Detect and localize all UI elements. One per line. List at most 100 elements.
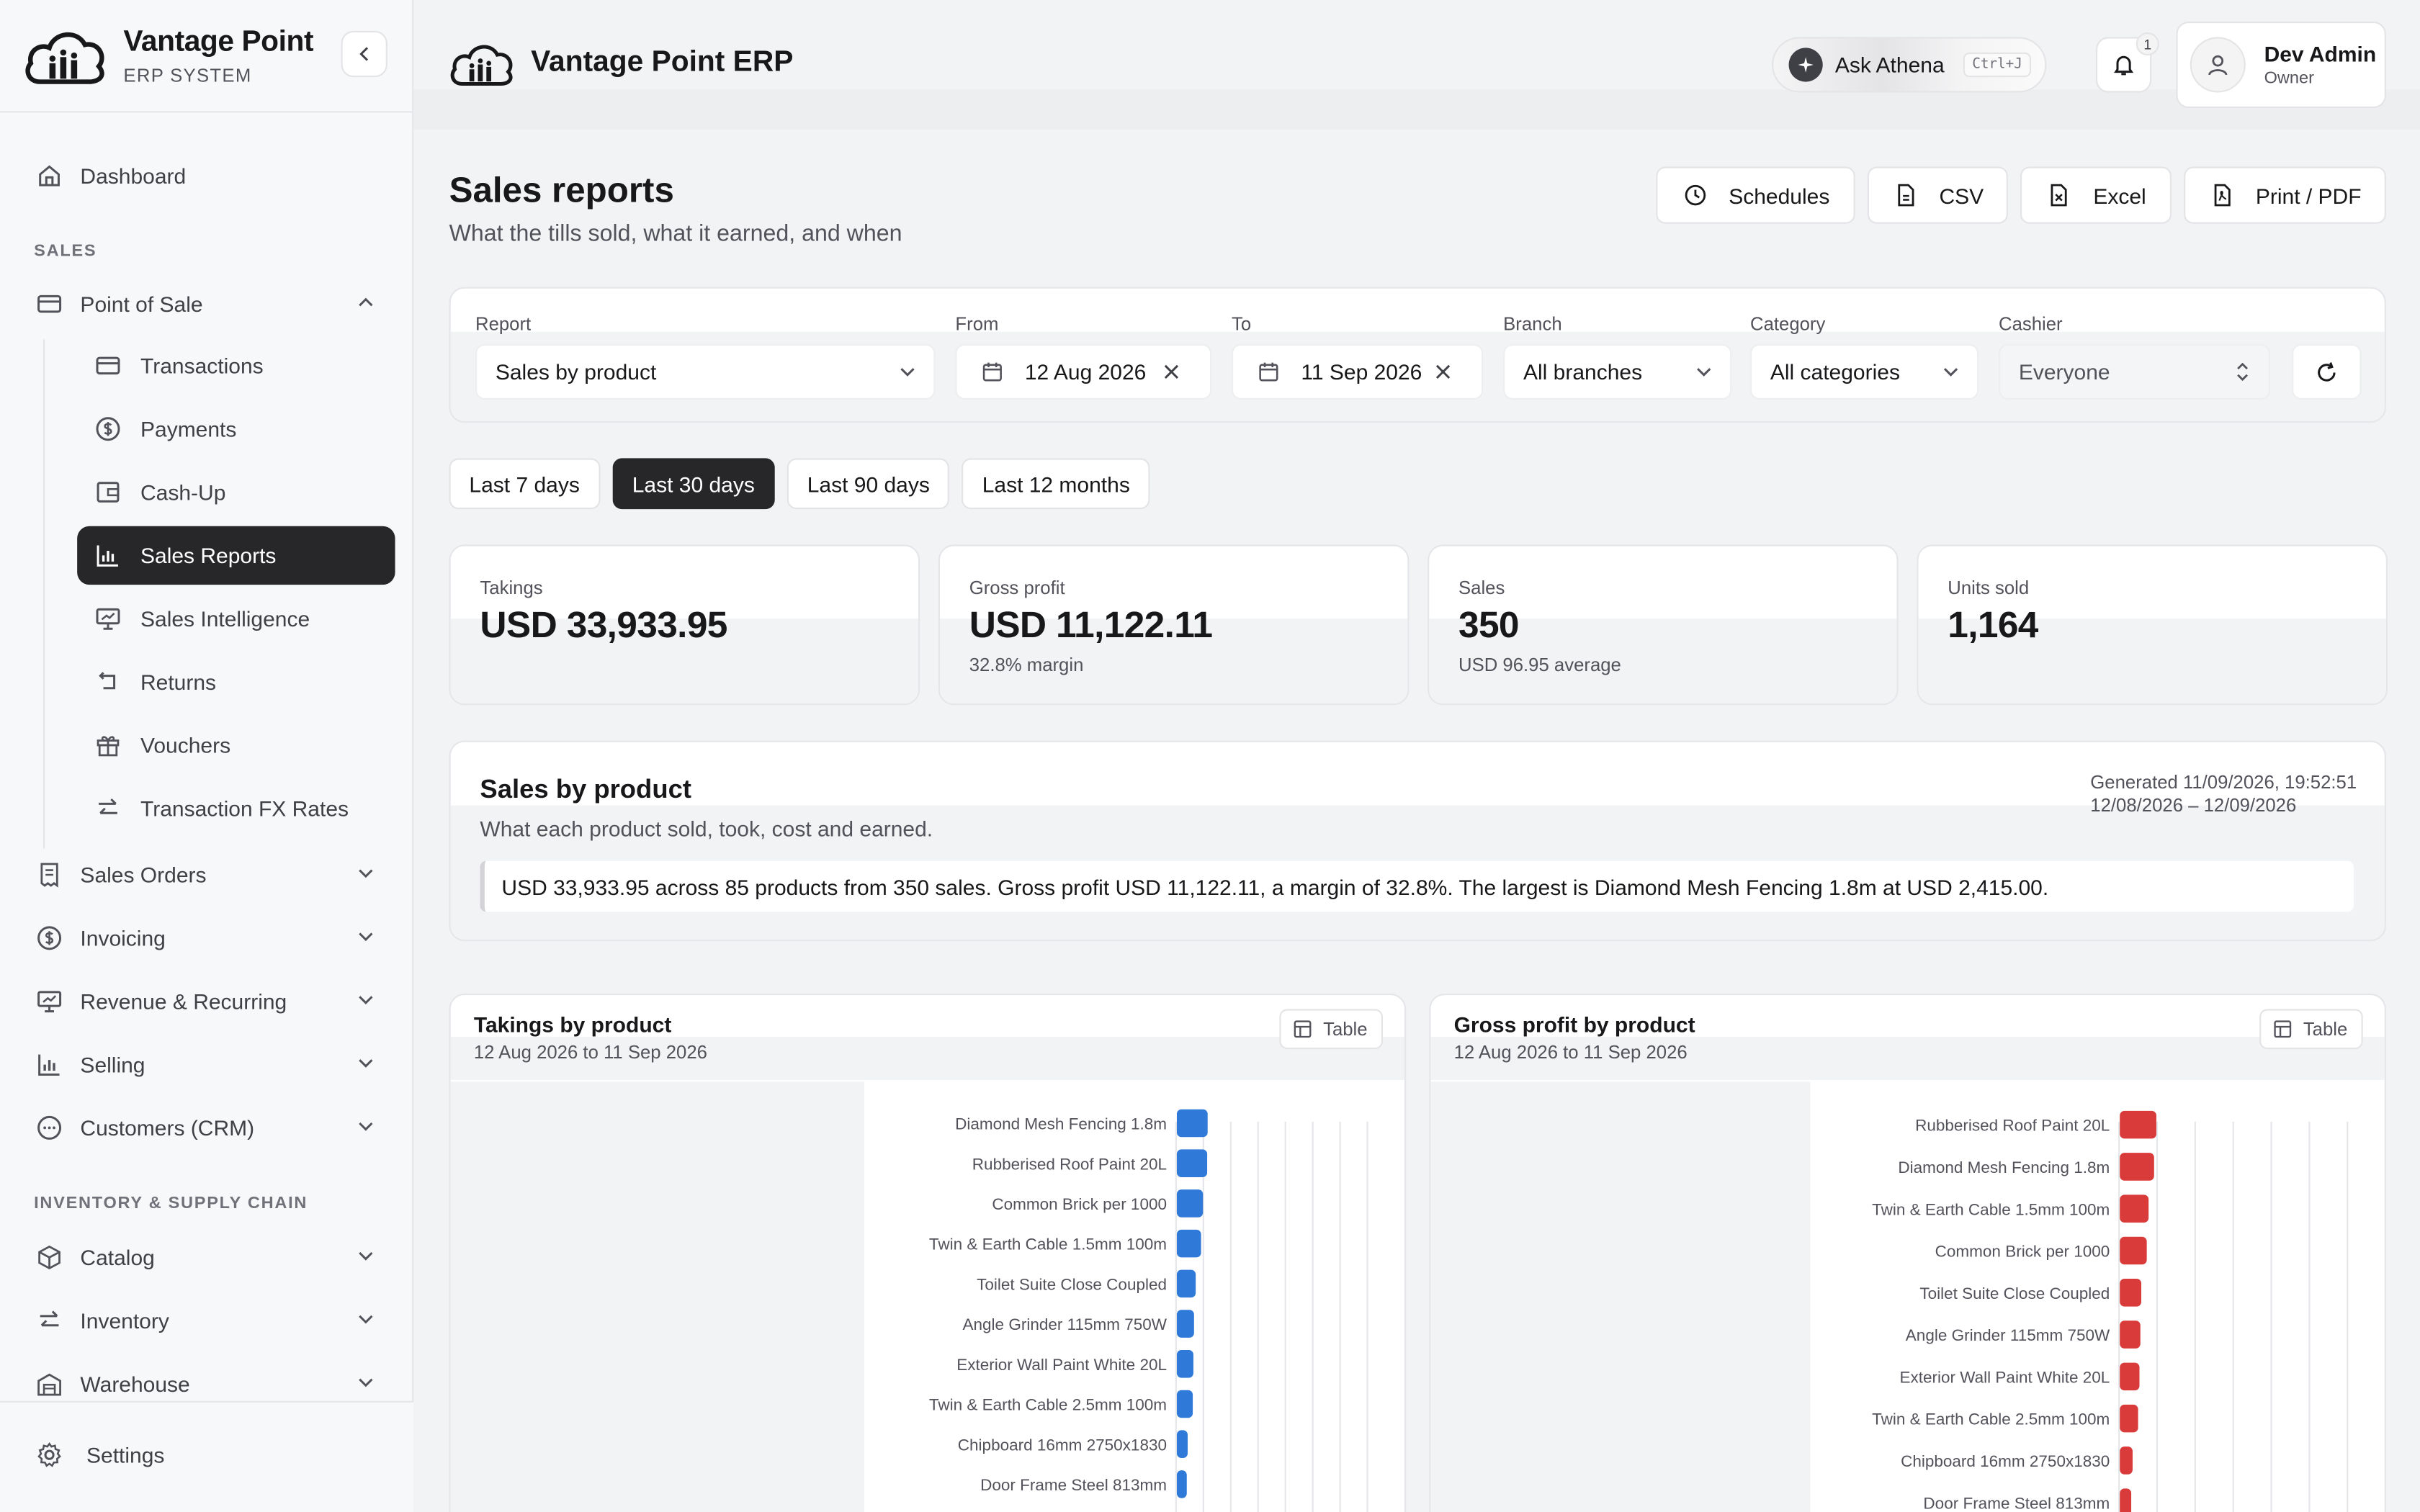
clear-to-date-icon[interactable] (1433, 361, 1454, 382)
bar[interactable] (2120, 1362, 2140, 1391)
bar[interactable] (1176, 1310, 1194, 1338)
report-subtitle: What each product sold, took, cost and e… (480, 816, 933, 841)
sidebar-item-customers-crm[interactable]: Customers (CRM) (22, 1100, 392, 1156)
report-select[interactable]: Sales by product (475, 343, 936, 400)
generated-timestamp: Generated 11/09/2026, 19:52:51 (2090, 771, 2357, 793)
chart-title: Gross profit by product (1453, 1012, 1695, 1037)
exchange-icon (93, 793, 124, 824)
cashier-label: Cashier (1999, 313, 2063, 335)
excel-label: Excel (2093, 182, 2146, 208)
clock-icon (1682, 183, 1707, 207)
pdf-file-icon (2210, 183, 2234, 207)
bar[interactable] (2120, 1488, 2132, 1512)
bar[interactable] (1176, 1390, 1193, 1418)
bar[interactable] (2120, 1320, 2141, 1349)
sidebar-item-catalog[interactable]: Catalog (22, 1230, 392, 1285)
bar[interactable] (2120, 1153, 2154, 1181)
bar[interactable] (1176, 1189, 1204, 1218)
sidebar-item-sales-intelligence[interactable]: Sales Intelligence (77, 590, 395, 648)
bar[interactable] (2120, 1446, 2133, 1475)
kpi-band (450, 618, 918, 704)
bar[interactable] (1176, 1269, 1196, 1298)
sidebar-item-vouchers[interactable]: Vouchers (77, 716, 395, 774)
ask-athena-button[interactable]: Ask Athena Ctrl+J (1772, 37, 2047, 93)
sidebar-item-transaction-fx-rates[interactable]: Transaction FX Rates (77, 779, 395, 837)
sidebar-item-settings[interactable]: Settings (34, 1439, 164, 1470)
sidebar-item-inventory[interactable]: Inventory (22, 1293, 392, 1349)
clear-from-date-icon[interactable] (1160, 361, 1182, 382)
bar[interactable] (1176, 1229, 1201, 1258)
sidebar-item-warehouse[interactable]: Warehouse (22, 1356, 392, 1412)
sidebar-item-invoicing[interactable]: Invoicing (22, 910, 392, 966)
bar-category-label: Rubberised Roof Paint 20L (972, 1155, 1167, 1173)
chart-header-band (450, 1037, 1404, 1080)
exchange-icon (34, 1305, 65, 1336)
bar[interactable] (1176, 1350, 1193, 1378)
table-toggle-label: Table (2303, 1018, 2348, 1040)
calendar-icon (982, 361, 1003, 382)
chevron-down-icon (359, 1315, 373, 1324)
from-date-value: 12 Aug 2026 (1024, 359, 1147, 384)
bar-category-label: Exterior Wall Paint White 20L (1900, 1368, 2110, 1386)
bar-category-label: Twin & Earth Cable 2.5mm 100m (1872, 1410, 2110, 1428)
bar[interactable] (2120, 1404, 2138, 1433)
sidebar-item-label: Transaction FX Rates (140, 796, 349, 821)
notifications-button[interactable]: 1 (2096, 32, 2159, 93)
sparkle-icon (1788, 48, 1823, 82)
kpi-label: Units sold (1948, 577, 2030, 599)
bar[interactable] (1176, 1149, 1208, 1177)
cashier-select[interactable]: Everyone (1999, 343, 2271, 400)
to-date-picker[interactable]: 11 Sep 2026 (1232, 343, 1484, 400)
print-pdf-button[interactable]: Print / PDF (2183, 166, 2386, 224)
bar[interactable] (1176, 1109, 1208, 1138)
excel-button[interactable]: Excel (2020, 166, 2171, 224)
profit-table-toggle-button[interactable]: Table (2259, 1009, 2363, 1050)
bar-category-label: Angle Grinder 115mm 750W (963, 1315, 1168, 1333)
sidebar-item-dashboard[interactable]: Dashboard (22, 148, 392, 204)
report-period: 12/08/2026 – 12/09/2026 (2090, 794, 2297, 816)
schedules-button[interactable]: Schedules (1656, 166, 1855, 224)
kpi-label: Takings (480, 577, 543, 599)
takings-table-toggle-button[interactable]: Table (1280, 1009, 1383, 1050)
sidebar-item-label: Selling (80, 1052, 145, 1077)
sidebar-item-revenue-recurring[interactable]: Revenue & Recurring (22, 973, 392, 1029)
range-tab-last-12-months[interactable]: Last 12 months (962, 458, 1150, 510)
cloud-logo-icon (25, 32, 104, 84)
bar[interactable] (2120, 1194, 2149, 1223)
presentation-icon (93, 603, 124, 634)
sidebar-item-cash-up[interactable]: Cash-Up (77, 463, 395, 521)
bar-category-label: Door Frame Steel 813mm (1923, 1494, 2110, 1512)
bar-category-label: Exterior Wall Paint White 20L (956, 1356, 1167, 1374)
collapse-sidebar-button[interactable] (341, 30, 387, 78)
category-select[interactable]: All categories (1750, 343, 1979, 400)
range-tab-last-7-days[interactable]: Last 7 days (449, 458, 600, 510)
range-tab-last-30-days[interactable]: Last 30 days (611, 458, 775, 510)
bar[interactable] (2120, 1236, 2147, 1265)
from-label: From (955, 313, 999, 335)
report-generated: Generated 11/09/2026, 19:52:51 12/08/202… (2090, 771, 2357, 817)
sidebar-item-transactions[interactable]: Transactions (77, 336, 395, 395)
sidebar-item-payments[interactable]: Payments (77, 400, 395, 458)
csv-button[interactable]: CSV (1866, 166, 2009, 224)
main-content: Sales reports What the tills sold, what … (413, 130, 2420, 1512)
sidebar-item-returns[interactable]: Returns (77, 652, 395, 711)
bar[interactable] (1176, 1470, 1187, 1498)
branch-select[interactable]: All branches (1503, 343, 1732, 400)
bar-category-label: Rubberised Roof Paint 20L (1915, 1117, 2110, 1135)
bar[interactable] (1176, 1430, 1188, 1458)
user-menu[interactable]: Dev Admin Owner (2176, 22, 2386, 108)
table-icon (1294, 1020, 1312, 1038)
range-tab-last-90-days[interactable]: Last 90 days (786, 458, 950, 510)
from-date-picker[interactable]: 12 Aug 2026 (955, 343, 1212, 400)
sidebar-item-selling[interactable]: Selling (22, 1037, 392, 1092)
sidebar-item-sales-reports[interactable]: Sales Reports (77, 526, 395, 585)
sidebar-item-label: Payments (140, 416, 237, 441)
sidebar-item-sales-orders[interactable]: Sales Orders (22, 847, 392, 902)
sidebar-item-label: Catalog (80, 1245, 155, 1270)
brand[interactable]: Vantage Point ERP SYSTEM (22, 22, 314, 89)
bar[interactable] (2120, 1278, 2142, 1307)
refresh-button[interactable] (2292, 343, 2362, 400)
bar-category-label: Twin & Earth Cable 1.5mm 100m (929, 1236, 1167, 1254)
bar[interactable] (2120, 1110, 2156, 1139)
sidebar-item-point-of-sale[interactable]: Point of Sale (22, 276, 392, 332)
